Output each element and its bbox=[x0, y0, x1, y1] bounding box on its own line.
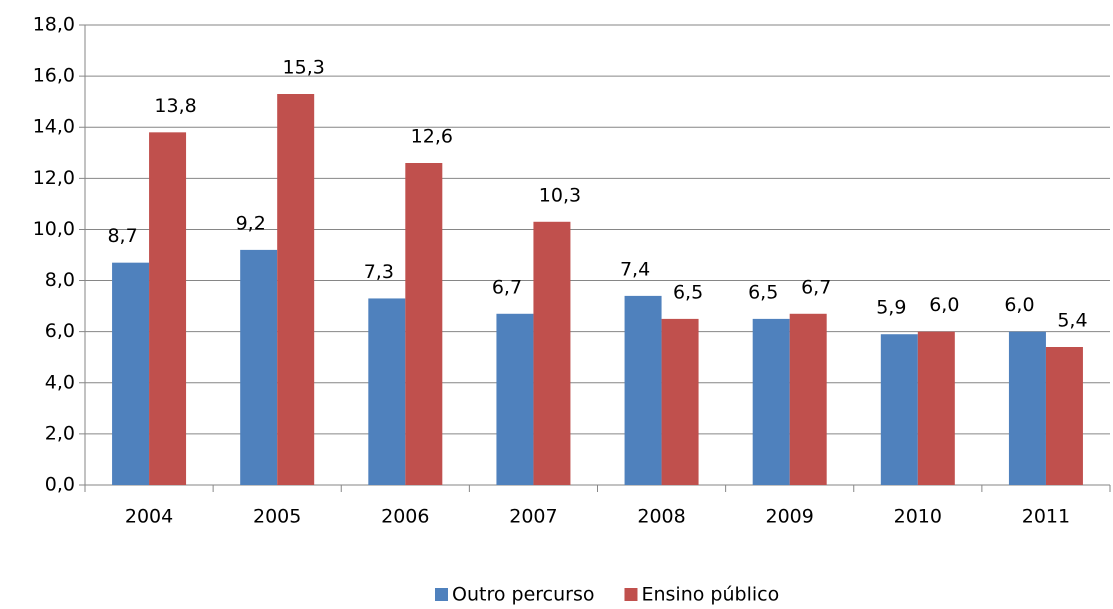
y-tick-label: 18,0 bbox=[33, 14, 75, 36]
bar bbox=[533, 221, 571, 485]
x-tick-label: 2006 bbox=[381, 506, 429, 528]
bar bbox=[368, 298, 406, 485]
bar bbox=[661, 318, 699, 485]
bar bbox=[880, 334, 918, 485]
y-tick-label: 10,0 bbox=[33, 218, 75, 240]
y-tick-label: 0,0 bbox=[45, 474, 75, 496]
value-label: 6,7 bbox=[801, 276, 831, 298]
value-label: 9,2 bbox=[236, 212, 266, 234]
legend-swatch bbox=[624, 588, 638, 601]
value-label: 5,9 bbox=[876, 297, 906, 319]
legend-swatch bbox=[435, 588, 448, 601]
value-label: 10,3 bbox=[539, 184, 581, 206]
value-label: 12,6 bbox=[411, 126, 453, 148]
value-label: 8,7 bbox=[107, 225, 137, 247]
y-tick-label: 8,0 bbox=[45, 269, 75, 291]
bar bbox=[624, 295, 662, 485]
y-tick-label: 14,0 bbox=[33, 116, 75, 138]
value-label: 6,5 bbox=[748, 281, 778, 303]
y-tick-label: 6,0 bbox=[45, 320, 75, 342]
bar bbox=[752, 318, 790, 485]
x-tick-label: 2007 bbox=[509, 506, 557, 528]
bar bbox=[277, 94, 315, 485]
legend-label: Outro percurso bbox=[452, 584, 594, 606]
x-tick-label: 2011 bbox=[1022, 506, 1070, 528]
value-label: 13,8 bbox=[154, 95, 196, 117]
bar bbox=[405, 163, 443, 485]
y-tick-label: 16,0 bbox=[33, 65, 75, 87]
value-label: 6,7 bbox=[492, 276, 522, 298]
x-tick-label: 2009 bbox=[766, 506, 814, 528]
value-label: 6,0 bbox=[929, 294, 959, 316]
x-tick-label: 2008 bbox=[637, 506, 685, 528]
bar bbox=[1045, 347, 1083, 485]
value-label: 7,4 bbox=[620, 258, 650, 280]
x-tick-label: 2005 bbox=[253, 506, 301, 528]
value-label: 7,3 bbox=[364, 261, 394, 283]
bar bbox=[112, 262, 150, 485]
value-label: 15,3 bbox=[283, 57, 325, 79]
value-label: 6,0 bbox=[1004, 294, 1034, 316]
y-tick-label: 4,0 bbox=[45, 371, 75, 393]
value-label: 6,5 bbox=[673, 281, 703, 303]
x-tick-label: 2010 bbox=[894, 506, 942, 528]
bar bbox=[496, 313, 534, 485]
legend-label: Ensino público bbox=[641, 584, 779, 606]
y-tick-label: 12,0 bbox=[33, 167, 75, 189]
y-tick-label: 2,0 bbox=[45, 422, 75, 444]
bar bbox=[1008, 331, 1046, 485]
bar bbox=[789, 313, 827, 485]
bar bbox=[240, 249, 278, 485]
x-tick-label: 2004 bbox=[125, 506, 173, 528]
value-label: 5,4 bbox=[1057, 310, 1087, 332]
bar bbox=[917, 331, 955, 485]
bar bbox=[149, 132, 187, 486]
